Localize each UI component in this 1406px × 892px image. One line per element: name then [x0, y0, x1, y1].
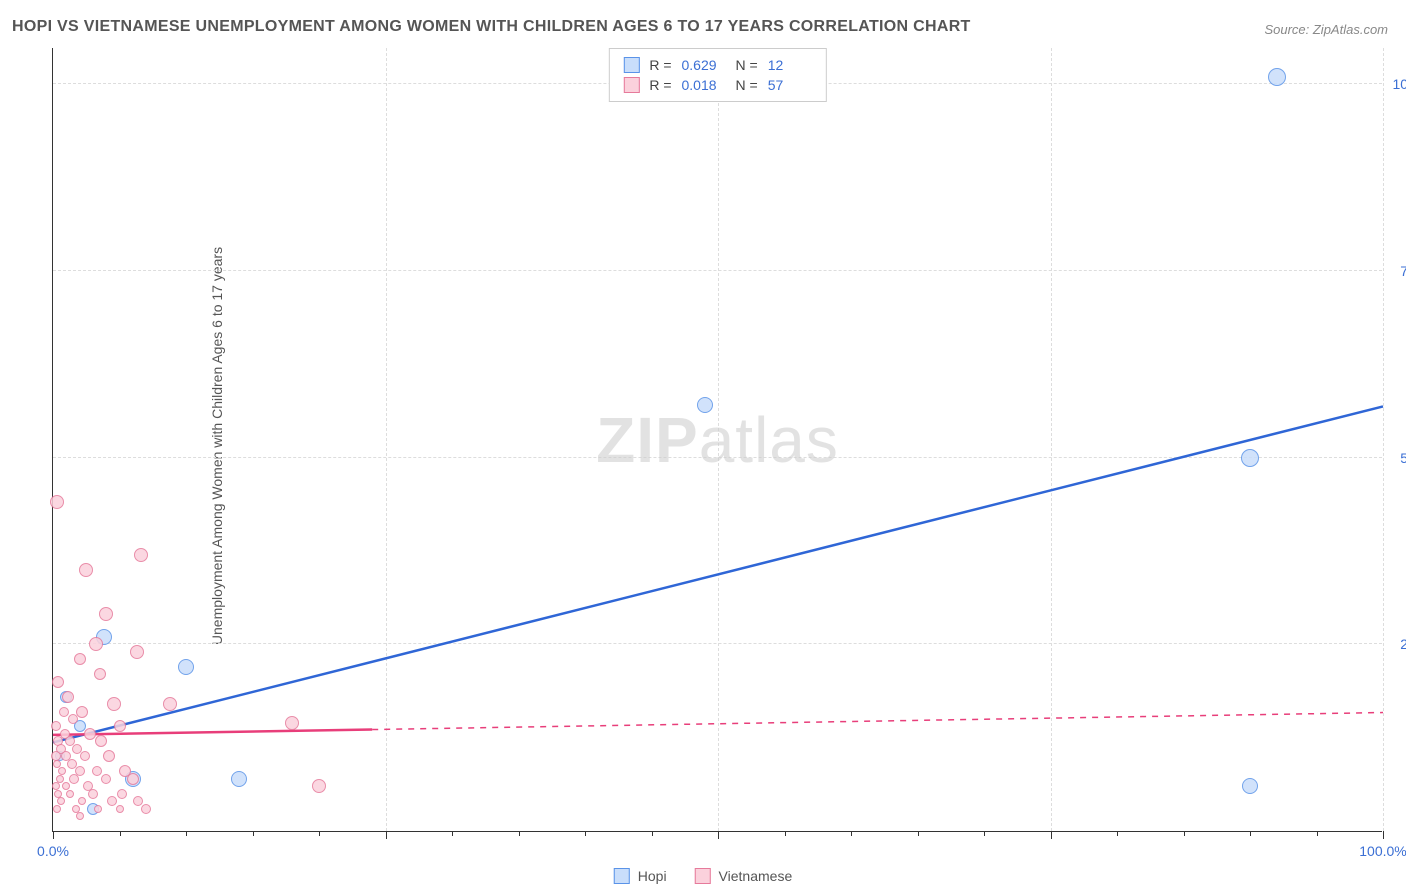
x-tick-minor: [918, 831, 919, 836]
data-point-vietnamese: [59, 707, 69, 717]
data-point-vietnamese: [116, 805, 124, 813]
data-point-vietnamese: [89, 637, 103, 651]
stats-row-hopi: R = 0.629 N = 12: [623, 55, 811, 75]
data-point-vietnamese: [76, 706, 88, 718]
chart-title: HOPI VS VIETNAMESE UNEMPLOYMENT AMONG WO…: [12, 18, 971, 36]
y-tick-label: 75.0%: [1400, 263, 1406, 279]
data-point-hopi: [178, 659, 194, 675]
x-tick-minor: [452, 831, 453, 836]
x-tick: [53, 831, 54, 839]
x-tick-minor: [851, 831, 852, 836]
data-point-vietnamese: [80, 751, 90, 761]
x-tick-minor: [253, 831, 254, 836]
data-point-vietnamese: [53, 805, 61, 813]
data-point-vietnamese: [94, 668, 106, 680]
data-point-vietnamese: [312, 779, 326, 793]
data-point-vietnamese: [76, 812, 84, 820]
source-label: Source: ZipAtlas.com: [1264, 22, 1388, 37]
data-point-vietnamese: [78, 797, 86, 805]
x-tick-minor: [319, 831, 320, 836]
legend-label: Hopi: [638, 868, 667, 884]
data-point-vietnamese: [107, 796, 117, 806]
data-point-vietnamese: [130, 645, 144, 659]
swatch-vietnamese: [623, 77, 639, 93]
x-tick: [1383, 831, 1384, 839]
data-point-vietnamese: [79, 563, 93, 577]
data-point-vietnamese: [88, 789, 98, 799]
legend-label: Vietnamese: [719, 868, 793, 884]
legend-item-hopi: Hopi: [614, 868, 667, 884]
data-point-vietnamese: [103, 750, 115, 762]
data-point-vietnamese: [69, 774, 79, 784]
x-tick-minor: [1184, 831, 1185, 836]
series-legend: Hopi Vietnamese: [614, 868, 792, 884]
y-tick-label: 25.0%: [1400, 636, 1406, 652]
x-tick: [386, 831, 387, 839]
data-point-vietnamese: [117, 789, 127, 799]
data-point-vietnamese: [68, 714, 78, 724]
data-point-vietnamese: [74, 653, 86, 665]
data-point-vietnamese: [107, 697, 121, 711]
x-tick-minor: [519, 831, 520, 836]
x-tick-minor: [785, 831, 786, 836]
x-tick: [718, 831, 719, 839]
data-point-vietnamese: [50, 495, 64, 509]
data-point-vietnamese: [66, 790, 74, 798]
x-tick-minor: [984, 831, 985, 836]
x-tick-minor: [585, 831, 586, 836]
swatch-hopi: [623, 57, 639, 73]
y-tick-label: 100.0%: [1393, 76, 1406, 92]
data-point-vietnamese: [114, 720, 126, 732]
data-point-hopi: [1241, 449, 1259, 467]
x-tick-label: 100.0%: [1359, 843, 1406, 859]
x-tick-minor: [1117, 831, 1118, 836]
x-tick-minor: [120, 831, 121, 836]
data-point-vietnamese: [163, 697, 177, 711]
x-tick-minor: [1317, 831, 1318, 836]
data-point-vietnamese: [95, 735, 107, 747]
x-tick-minor: [1250, 831, 1251, 836]
data-point-vietnamese: [134, 548, 148, 562]
gridline-v: [1051, 48, 1052, 831]
y-tick-label: 50.0%: [1400, 450, 1406, 466]
x-tick-minor: [186, 831, 187, 836]
data-point-vietnamese: [52, 676, 64, 688]
gridline-v: [386, 48, 387, 831]
swatch-vietnamese: [695, 868, 711, 884]
data-point-hopi: [1268, 68, 1286, 86]
data-point-vietnamese: [101, 774, 111, 784]
data-point-hopi: [697, 397, 713, 413]
data-point-vietnamese: [62, 691, 74, 703]
data-point-vietnamese: [127, 773, 139, 785]
data-point-vietnamese: [99, 607, 113, 621]
data-point-hopi: [1242, 778, 1258, 794]
data-point-vietnamese: [92, 766, 102, 776]
x-tick-label: 0.0%: [37, 843, 69, 859]
legend-item-vietnamese: Vietnamese: [695, 868, 793, 884]
data-point-vietnamese: [51, 721, 61, 731]
gridline-v: [718, 48, 719, 831]
data-point-vietnamese: [94, 805, 102, 813]
stats-row-vietnamese: R = 0.018 N = 57: [623, 75, 811, 95]
plot-area: ZIPatlas R = 0.629 N = 12 R = 0.018 N = …: [52, 48, 1382, 832]
gridline-v: [1383, 48, 1384, 831]
data-point-hopi: [231, 771, 247, 787]
data-point-vietnamese: [285, 716, 299, 730]
data-point-vietnamese: [141, 804, 151, 814]
x-tick: [1051, 831, 1052, 839]
x-tick-minor: [652, 831, 653, 836]
swatch-hopi: [614, 868, 630, 884]
stats-legend: R = 0.629 N = 12 R = 0.018 N = 57: [608, 48, 826, 102]
